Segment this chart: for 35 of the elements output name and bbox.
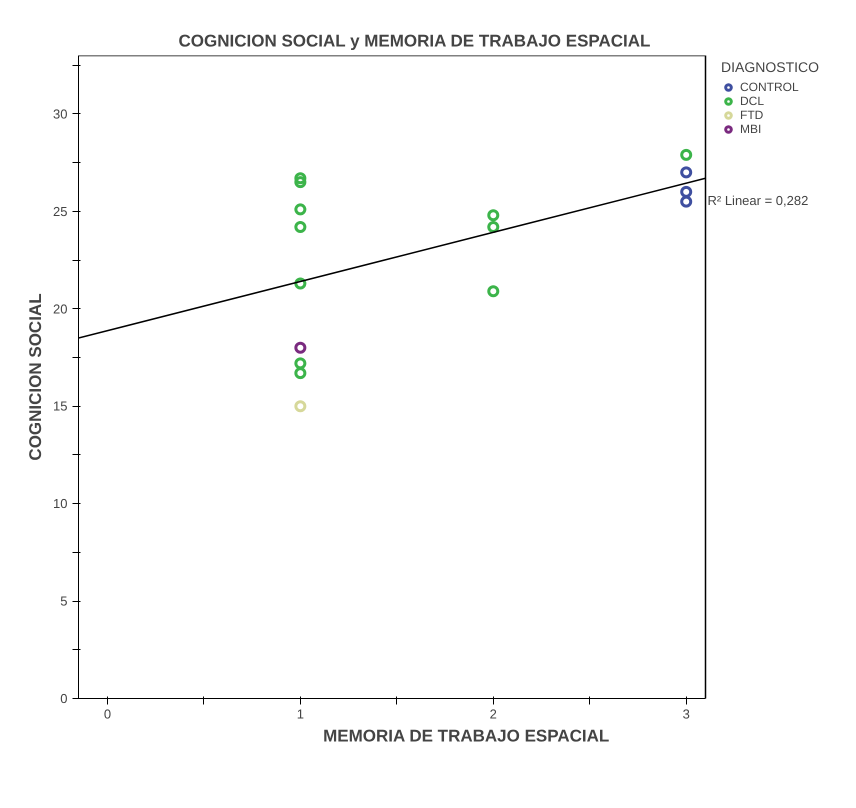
y-tick-label: 25 [53, 204, 68, 219]
point [294, 220, 306, 233]
point [680, 148, 692, 161]
point [294, 400, 306, 412]
point [294, 357, 306, 370]
point [680, 166, 692, 178]
point [294, 176, 306, 188]
y-tick-label: 5 [60, 594, 68, 609]
legend-label: MBI [740, 122, 762, 136]
chart-title: COGNICION SOCIAL y MEMORIA DE TRABAJO ESPACIAL [178, 32, 650, 50]
legend-label: FTD [740, 108, 764, 122]
point [294, 342, 306, 354]
legend-label: CONTROL [740, 80, 800, 94]
annotation: R² Linear = 0,282 [708, 192, 808, 208]
x-tick-label: 3 [682, 706, 690, 722]
y-tick-label: 30 [53, 106, 68, 122]
point [487, 285, 500, 298]
y-tick-label: 10 [53, 496, 68, 512]
x-tick-label: 0 [104, 706, 112, 722]
point [294, 367, 306, 380]
y-axis-title: COGNICION SOCIAL [26, 293, 46, 461]
y-tick-label: 15 [53, 398, 68, 414]
x-tick-label: 2 [490, 706, 497, 722]
point [294, 203, 306, 216]
point [680, 196, 692, 208]
point [294, 172, 306, 184]
x-tick-label: 1 [296, 706, 304, 722]
y-tick-label: 0 [60, 691, 68, 706]
point [487, 209, 500, 222]
point [487, 220, 500, 233]
y-tick-label: 20 [53, 301, 68, 316]
point [680, 186, 692, 198]
legend-title: DIAGNOSTICO [721, 59, 820, 75]
legend-label: DCL [740, 94, 766, 108]
x-axis-title: MEMORIA DE TRABAJO ESPACIAL [323, 726, 610, 746]
